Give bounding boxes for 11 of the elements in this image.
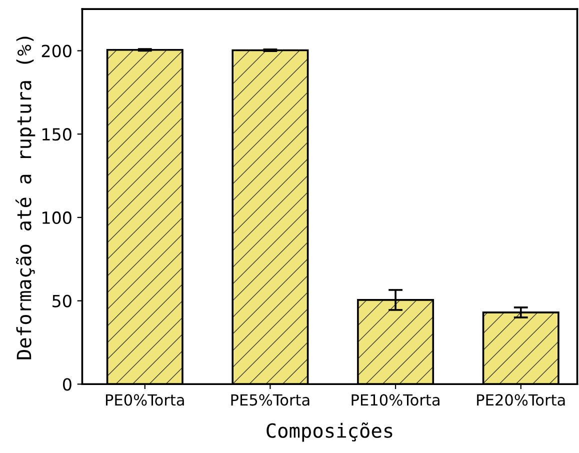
- x-tick-label: PE0%Torta: [106, 394, 184, 406]
- x-tick-label: PE5%Torta: [231, 394, 310, 406]
- y-tick-label: 100: [42, 211, 72, 224]
- y-tick-label: 50: [52, 294, 72, 308]
- x-axis-title: Composições: [266, 422, 392, 442]
- y-axis-title: Deformação até a ruptura (%): [16, 36, 36, 360]
- x-tick-label: PE10%Torta: [352, 394, 440, 406]
- y-tick-label: 150: [42, 128, 72, 141]
- y-tick-label: 0: [62, 378, 72, 391]
- x-tick-label: PE20%Torta: [477, 394, 565, 406]
- y-tick-label: 200: [42, 44, 72, 58]
